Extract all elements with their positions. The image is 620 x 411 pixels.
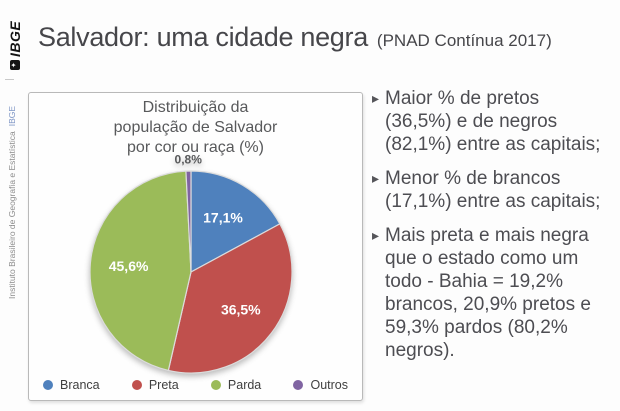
institute-ibge-text: IBGE	[7, 105, 17, 127]
chart-panel: Distribuição da população de Salvador po…	[28, 92, 363, 401]
chart-title-line: por cor ou raça (%)	[127, 139, 264, 156]
sidebar: ✦ IBGE Instituto Brasileiro de Geografia…	[0, 0, 26, 411]
pie-chart[interactable]: 17,1% 36,5% 45,6% 0,8%	[76, 152, 306, 387]
bullet-item: ▸ Mais preta e mais negra que o estado co…	[372, 224, 614, 362]
bullet-text: Maior % de pretos (36,5%) e de negros (8…	[385, 88, 601, 155]
legend-label: Branca	[60, 378, 100, 392]
chart-title-line: Distribuição da	[142, 99, 249, 116]
pie-value-label: 45,6%	[109, 258, 149, 274]
institute-name-text: Instituto Brasileiro de Geografia e Esta…	[7, 131, 17, 299]
page-title: Salvador: uma cidade negra	[38, 22, 368, 52]
sidebar-divider	[5, 79, 14, 80]
bullet-item: ▸ Menor % de brancos (17,1%) entre as cap…	[372, 167, 614, 213]
legend-label: Preta	[148, 378, 179, 392]
chart-legend: Branca Preta Parda Outros	[43, 378, 348, 392]
page-subtitle: (PNAD Contínua 2017)	[376, 31, 552, 50]
bullet-arrow-icon: ▸	[372, 227, 380, 243]
bullet-text: Mais preta e mais negra que o estado com…	[385, 225, 591, 361]
legend-label: Parda	[227, 378, 262, 392]
legend-marker-icon	[43, 380, 53, 390]
legend-marker-icon	[131, 380, 142, 390]
legend-item-outros[interactable]: Outros	[293, 378, 348, 392]
pie-slice-outros[interactable]	[185, 170, 192, 273]
legend-label: Outros	[310, 378, 348, 392]
pie-slice-parda[interactable]	[89, 170, 192, 372]
ibge-logo-text: IBGE	[7, 20, 23, 57]
legend-marker-icon	[210, 380, 221, 390]
ibge-logo: ✦ IBGE	[4, 4, 26, 70]
ibge-logo-icon: ✦	[10, 60, 20, 70]
pie-slice-branca[interactable]	[190, 170, 281, 273]
legend-item-preta[interactable]: Preta	[131, 378, 179, 392]
chart-title-line: população de Salvador	[113, 119, 278, 136]
pie-slice-preta[interactable]	[167, 223, 293, 374]
bullet-item: ▸ Maior % de pretos (36,5%) e de negros (…	[372, 87, 614, 156]
pie-value-label: 36,5%	[221, 301, 261, 317]
bullet-text: Menor % de brancos (17,1%) entre as capi…	[385, 168, 601, 212]
pie-value-label: 0,8%	[175, 152, 203, 166]
chart-title: Distribuição da população de Salvador po…	[29, 93, 362, 158]
pie-value-label: 17,1%	[203, 210, 243, 226]
institute-name: Instituto Brasileiro de Geografia e Esta…	[6, 83, 18, 299]
bullet-arrow-icon: ▸	[372, 90, 380, 106]
legend-marker-icon	[293, 380, 304, 390]
legend-item-parda[interactable]: Parda	[210, 378, 262, 392]
bullet-arrow-icon: ▸	[372, 170, 380, 186]
bullet-list: ▸ Maior % de pretos (36,5%) e de negros (…	[372, 87, 614, 373]
legend-item-branca[interactable]: Branca	[43, 378, 100, 392]
header: Salvador: uma cidade negra (PNAD Contínu…	[38, 22, 552, 53]
